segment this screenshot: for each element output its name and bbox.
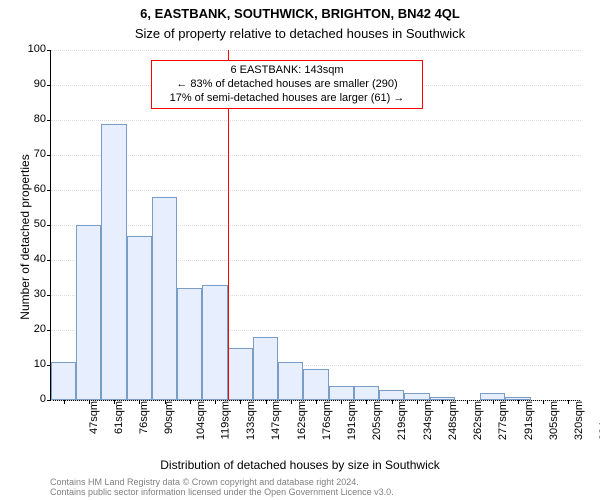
- attribution-footer: Contains HM Land Registry data © Crown c…: [50, 478, 590, 498]
- histogram-bar: [404, 393, 429, 400]
- histogram-bar: [101, 124, 126, 401]
- xtick-mark: [266, 400, 267, 404]
- ytick-label: 10: [16, 358, 46, 370]
- xtick-label: 320sqm: [573, 401, 585, 440]
- ytick-label: 60: [16, 183, 46, 195]
- xtick-mark: [568, 400, 569, 404]
- plot-area: 010203040506070809010047sqm61sqm76sqm90s…: [50, 50, 581, 401]
- x-axis-label: Distribution of detached houses by size …: [0, 458, 600, 472]
- histogram-bar: [228, 348, 253, 401]
- xtick-label: 162sqm: [296, 401, 308, 440]
- histogram-bar: [480, 393, 505, 400]
- ytick-mark: [47, 225, 51, 226]
- histogram-bar: [253, 337, 278, 400]
- histogram-bar: [354, 386, 379, 400]
- xtick-mark: [291, 400, 292, 404]
- xtick-label: 277sqm: [498, 401, 510, 440]
- ytick-label: 80: [16, 113, 46, 125]
- histogram-bar: [379, 390, 404, 401]
- xtick-mark: [493, 400, 494, 404]
- xtick-label: 205sqm: [371, 401, 383, 440]
- ytick-label: 40: [16, 253, 46, 265]
- ytick-mark: [47, 260, 51, 261]
- gridline: [51, 190, 581, 191]
- chart-title: 6, EASTBANK, SOUTHWICK, BRIGHTON, BN42 4…: [0, 6, 600, 21]
- ytick-label: 20: [16, 323, 46, 335]
- ytick-label: 90: [16, 78, 46, 90]
- ytick-mark: [47, 155, 51, 156]
- xtick-label: 119sqm: [219, 401, 231, 439]
- chart-subtitle: Size of property relative to detached ho…: [0, 26, 600, 41]
- annotation-line-1: 6 EASTBANK: 143sqm: [158, 64, 416, 78]
- ytick-label: 0: [16, 393, 46, 405]
- xtick-mark: [114, 400, 115, 404]
- xtick-mark: [366, 400, 367, 404]
- annotation-box: 6 EASTBANK: 143sqm← 83% of detached hous…: [151, 60, 423, 109]
- ytick-mark: [47, 85, 51, 86]
- xtick-label: 47sqm: [88, 401, 100, 434]
- histogram-bar: [303, 369, 328, 401]
- histogram-bar: [177, 288, 202, 400]
- gridline: [51, 225, 581, 226]
- xtick-mark: [518, 400, 519, 404]
- footer-line-2: Contains public sector information licen…: [50, 488, 590, 498]
- xtick-label: 219sqm: [397, 401, 409, 440]
- histogram-bar: [329, 386, 354, 400]
- annotation-line-3: 17% of semi-detached houses are larger (…: [158, 92, 416, 106]
- xtick-label: 291sqm: [523, 401, 535, 440]
- xtick-label: 305sqm: [548, 401, 560, 440]
- xtick-label: 234sqm: [422, 401, 434, 440]
- xtick-label: 104sqm: [195, 401, 207, 440]
- ytick-label: 30: [16, 288, 46, 300]
- gridline: [51, 50, 581, 51]
- xtick-label: 76sqm: [138, 401, 150, 434]
- histogram-bar: [127, 236, 152, 401]
- xtick-label: 61sqm: [113, 401, 125, 434]
- ytick-mark: [47, 295, 51, 296]
- xtick-mark: [165, 400, 166, 404]
- xtick-mark: [316, 400, 317, 404]
- xtick-mark: [139, 400, 140, 404]
- xtick-mark: [64, 400, 65, 404]
- xtick-label: 191sqm: [346, 401, 358, 440]
- xtick-mark: [417, 400, 418, 404]
- xtick-mark: [89, 400, 90, 404]
- xtick-label: 133sqm: [245, 401, 257, 440]
- xtick-mark: [543, 400, 544, 404]
- xtick-mark: [215, 400, 216, 404]
- xtick-label: 147sqm: [270, 401, 282, 440]
- annotation-line-2: ← 83% of detached houses are smaller (29…: [158, 78, 416, 92]
- xtick-mark: [240, 400, 241, 404]
- xtick-label: 90sqm: [163, 401, 175, 434]
- xtick-mark: [341, 400, 342, 404]
- ytick-mark: [47, 330, 51, 331]
- ytick-label: 50: [16, 218, 46, 230]
- histogram-bar: [51, 362, 76, 401]
- ytick-label: 100: [16, 43, 46, 55]
- xtick-mark: [190, 400, 191, 404]
- histogram-bar: [152, 197, 177, 400]
- histogram-bar: [76, 225, 101, 400]
- ytick-mark: [47, 190, 51, 191]
- ytick-label: 70: [16, 148, 46, 160]
- ytick-mark: [47, 400, 51, 401]
- ytick-mark: [47, 120, 51, 121]
- histogram-bar: [278, 362, 303, 401]
- xtick-label: 262sqm: [472, 401, 484, 440]
- gridline: [51, 120, 581, 121]
- ytick-mark: [47, 50, 51, 51]
- xtick-mark: [442, 400, 443, 404]
- xtick-label: 248sqm: [447, 401, 459, 440]
- histogram-bar: [202, 285, 227, 401]
- xtick-mark: [467, 400, 468, 404]
- gridline: [51, 155, 581, 156]
- xtick-label: 176sqm: [321, 401, 333, 440]
- xtick-mark: [392, 400, 393, 404]
